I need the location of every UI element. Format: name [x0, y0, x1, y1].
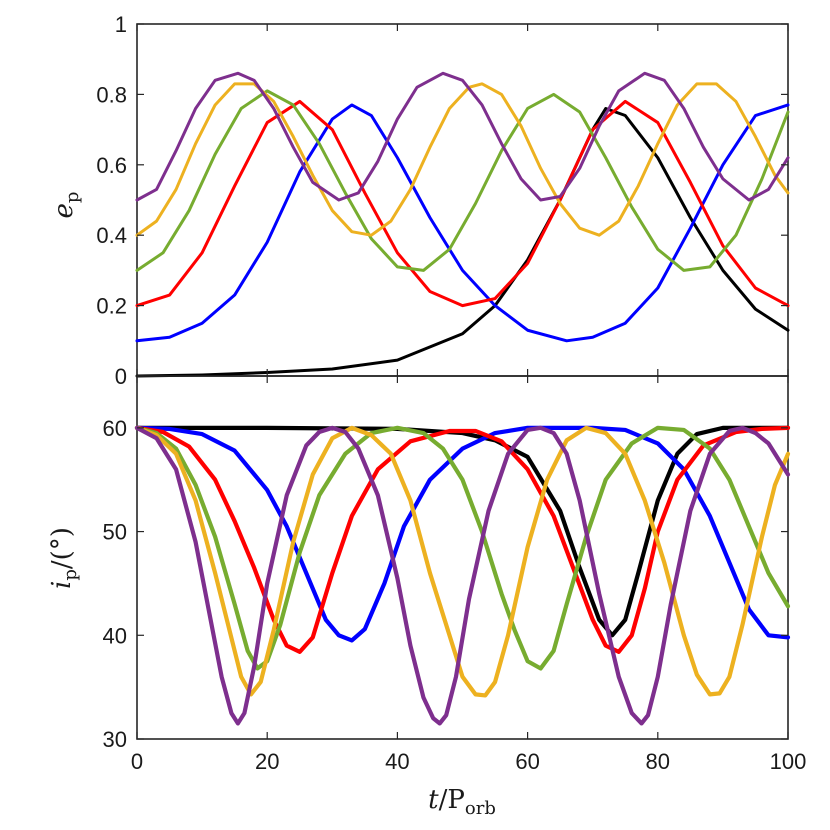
- panel-top-series-line-1: [135, 103, 790, 343]
- panel-top-series: [135, 71, 790, 378]
- panel-bottom-ytick-label: 40: [103, 623, 127, 648]
- panel-bottom-xtick-label: 80: [646, 749, 670, 774]
- panel-top-ylabel: ep: [49, 192, 83, 219]
- panel-top-series-line-4: [135, 82, 790, 237]
- panel-top: 0 0.2 0.4 0.6 0.8 1 ep: [49, 12, 790, 389]
- panel-bottom-xtick-label: 20: [255, 749, 279, 774]
- panel-bottom-ylabel: ip/(°): [47, 527, 81, 589]
- panel-bottom-series-line-1: [134, 425, 791, 643]
- panel-bottom-x-axis: 0 20 40 60 80 100: [131, 376, 806, 774]
- panel-bottom-series-line-4: [134, 425, 791, 698]
- panel-bottom-xtick-label: 40: [385, 749, 409, 774]
- panel-bottom-series-line-5: [134, 425, 791, 726]
- panel-top-series-line-0: [135, 106, 790, 378]
- panel-top-ytick-label: 0.6: [96, 153, 127, 178]
- panel-top-ytick-label: 0.2: [96, 294, 127, 319]
- panel-bottom-series-line-2: [134, 425, 791, 654]
- panel-bottom-xtick-label: 60: [515, 749, 539, 774]
- panel-bottom-xtick-label: 100: [770, 749, 807, 774]
- panel-top-ytick-label: 0: [115, 364, 127, 389]
- panel-top-y-axis: 0 0.2 0.4 0.6 0.8 1: [96, 12, 788, 389]
- panel-bottom-xlabel: t/Porb: [428, 785, 496, 819]
- panel-bottom-xtick-label: 0: [131, 749, 143, 774]
- panel-top-series-line-2: [135, 99, 790, 308]
- panel-bottom-series: [134, 425, 791, 726]
- panel-top-x-ticks: [136, 24, 789, 376]
- panel-bottom-y-axis: 30 40 50 60: [103, 416, 788, 752]
- panel-top-ytick-label: 1: [115, 12, 127, 37]
- panel-bottom: 30 40 50 60 0 20 40 60 80 100 ip/(°) t/Porb: [47, 375, 806, 819]
- panel-top-ytick-label: 0.4: [96, 223, 127, 248]
- panel-bottom-ytick-label: 50: [103, 520, 127, 545]
- panel-bottom-frame: [136, 375, 789, 740]
- panel-bottom-ytick-label: 30: [103, 727, 127, 752]
- panel-top-frame: [136, 23, 789, 377]
- panel-top-series-line-5: [135, 71, 790, 202]
- panel-bottom-series-line-3: [134, 425, 791, 671]
- panel-bottom-ytick-label: 60: [103, 416, 127, 441]
- panel-top-ytick-label: 0.8: [96, 82, 127, 107]
- panel-top-series-line-3: [135, 89, 790, 272]
